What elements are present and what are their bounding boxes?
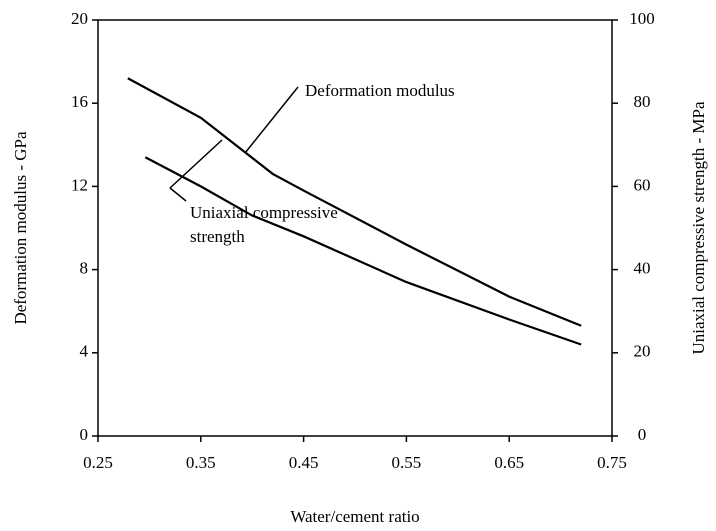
y2-tick-label: 20	[634, 342, 651, 361]
annotation: Uniaxial compressive	[190, 203, 338, 222]
x-tick-label: 0.25	[83, 453, 113, 472]
x-tick-label: 0.65	[494, 453, 524, 472]
plot-frame	[97, 19, 613, 437]
data-line	[144, 156, 582, 346]
data-line	[127, 77, 582, 327]
annotation: Deformation modulus	[305, 81, 455, 100]
y2-tick-label: 80	[634, 92, 651, 111]
leader-line	[169, 187, 187, 202]
x-tick-label: 0.55	[392, 453, 422, 472]
y-tick-label: 20	[71, 9, 88, 28]
y2-tick-label: 0	[638, 425, 647, 444]
leader-line	[169, 139, 223, 189]
x-tick-label: 0.75	[597, 453, 627, 472]
y2-tick-label: 40	[634, 259, 651, 278]
x-axis-label: Water/cement ratio	[290, 507, 419, 526]
x-tick-label: 0.35	[186, 453, 216, 472]
y2-axis-label: Uniaxial compressive strength - MPa	[689, 101, 708, 355]
annotation: strength	[190, 227, 245, 246]
y-tick-label: 8	[80, 259, 89, 278]
y-axis-label: Deformation modulus - GPa	[11, 131, 30, 325]
y-tick-label: 0	[80, 425, 89, 444]
y-tick-label: 16	[71, 92, 88, 111]
y2-tick-label: 100	[629, 9, 655, 28]
y2-tick-label: 60	[634, 175, 651, 194]
y-tick-label: 4	[80, 342, 89, 361]
x-tick-label: 0.45	[289, 453, 319, 472]
y-tick-label: 12	[71, 175, 88, 194]
leader-line	[244, 86, 299, 154]
